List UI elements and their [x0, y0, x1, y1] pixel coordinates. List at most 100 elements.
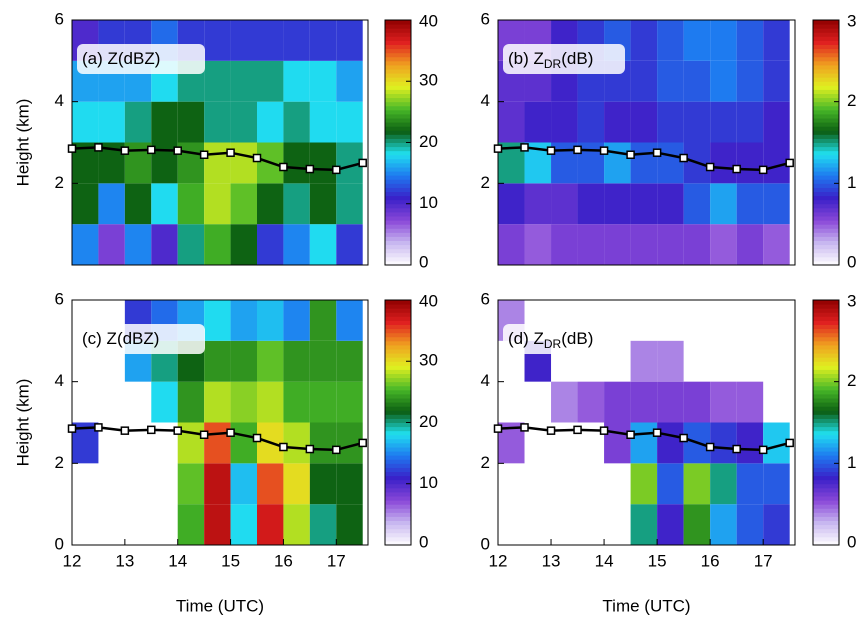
colorbar-step: [385, 328, 411, 334]
colorbar-step: [813, 240, 839, 246]
colorbar-step: [385, 418, 411, 423]
colorbar-step: [385, 97, 411, 103]
heatmap-cell: [204, 60, 231, 102]
heatmap-cell: [283, 60, 310, 102]
colorbar-step: [385, 349, 411, 354]
y-tick-label: 2: [481, 453, 490, 472]
colorbar-frame: [812, 299, 840, 546]
heatmap-cell: [763, 224, 790, 265]
colorbar-step: [385, 179, 411, 184]
heatmap-cell: [710, 20, 737, 61]
melting-layer-marker: [493, 144, 503, 153]
heatmap-cell: [736, 224, 764, 265]
colorbar-step: [813, 369, 839, 374]
colorbar-step: [385, 361, 411, 366]
heatmap-cell: [309, 504, 337, 545]
heatmap-cell: [710, 183, 737, 225]
heatmap-cell: [657, 142, 684, 184]
colorbar-step: [385, 187, 411, 192]
heatmap-cell: [551, 101, 578, 143]
colorbar-step: [813, 508, 839, 513]
heatmap-cell: [336, 381, 363, 423]
colorbar-step: [385, 220, 411, 225]
colorbar-step: [813, 410, 839, 415]
heatmap-cell: [736, 101, 764, 143]
colorbar-step: [385, 536, 411, 542]
colorbar-step: [813, 69, 839, 74]
heatmap-cell: [230, 463, 257, 505]
heatmap-cell: [630, 60, 658, 102]
colorbar-tick-label: 3: [847, 11, 856, 30]
panel-label-part: (dBZ): [117, 329, 160, 348]
colorbar-step: [813, 216, 839, 221]
heatmap-cell: [763, 101, 790, 143]
colorbar-step: [385, 385, 411, 391]
colorbar-step: [813, 377, 839, 383]
colorbar-step: [385, 138, 411, 143]
heatmap-cell: [630, 422, 658, 464]
colorbar-step: [813, 536, 839, 542]
heatmap-cell: [98, 183, 125, 225]
colorbar-step: [385, 52, 411, 58]
colorbar-step: [813, 211, 839, 217]
colorbar-step: [813, 52, 839, 58]
melting-layer-marker: [67, 144, 77, 153]
colorbar-step: [385, 304, 411, 309]
melting-layer-marker: [520, 423, 529, 432]
colorbar-step: [385, 81, 411, 86]
colorbar-step: [813, 232, 839, 237]
colorbar-step: [385, 491, 411, 497]
heatmap-cell: [710, 101, 737, 143]
colorbar-step: [813, 126, 839, 131]
heatmap-cell: [604, 381, 631, 423]
colorbar-step: [813, 483, 839, 489]
heatmap-cell: [336, 300, 363, 341]
colorbar-step: [385, 183, 411, 188]
heatmap-cell: [204, 422, 231, 464]
heatmap-cell: [630, 463, 658, 505]
heatmap-cell: [763, 20, 790, 61]
colorbar-step: [385, 500, 411, 505]
x-axis-label: Time (UTC): [176, 596, 264, 615]
colorbar-step: [813, 349, 839, 354]
colorbar-step: [813, 340, 839, 346]
heatmap-cell: [257, 504, 284, 545]
colorbar-step: [813, 134, 839, 139]
heatmap-cell: [683, 463, 711, 505]
melting-layer-marker: [758, 165, 768, 175]
colorbar-step: [385, 487, 411, 493]
colorbar-step: [813, 385, 839, 391]
colorbar-step: [385, 113, 411, 119]
heatmap-cell: [124, 101, 152, 143]
colorbar-step: [385, 256, 411, 262]
heatmap-cell: [336, 463, 363, 505]
heatmap-cell: [257, 381, 284, 423]
colorbar-step: [385, 365, 411, 370]
melting-layer-marker: [599, 146, 609, 155]
colorbar-step: [385, 56, 411, 62]
colorbar-step: [385, 516, 411, 521]
heatmap-cell: [577, 381, 605, 423]
melting-layer-marker: [147, 145, 156, 155]
melting-layer-marker: [705, 162, 715, 172]
colorbar-step: [813, 418, 839, 423]
heatmap-cell: [309, 463, 337, 505]
heatmap-cell: [204, 224, 231, 265]
heatmap-cell: [204, 142, 231, 184]
panel-label-part: (dBZ): [118, 49, 161, 68]
y-tick-label: 2: [481, 173, 490, 192]
heatmap-cell: [283, 183, 310, 225]
colorbar-step: [385, 426, 411, 432]
colorbar-step: [813, 73, 839, 78]
colorbar-step: [813, 228, 839, 233]
colorbar-step: [813, 236, 839, 241]
y-tick-label: 4: [55, 91, 64, 110]
colorbar-step: [385, 389, 411, 395]
heatmap-cell: [710, 224, 737, 265]
melting-layer-line: [71, 426, 364, 452]
colorbar-step: [813, 77, 839, 82]
colorbar-step: [385, 228, 411, 233]
heatmap-cell: [763, 183, 790, 225]
colorbar-step: [813, 199, 839, 205]
